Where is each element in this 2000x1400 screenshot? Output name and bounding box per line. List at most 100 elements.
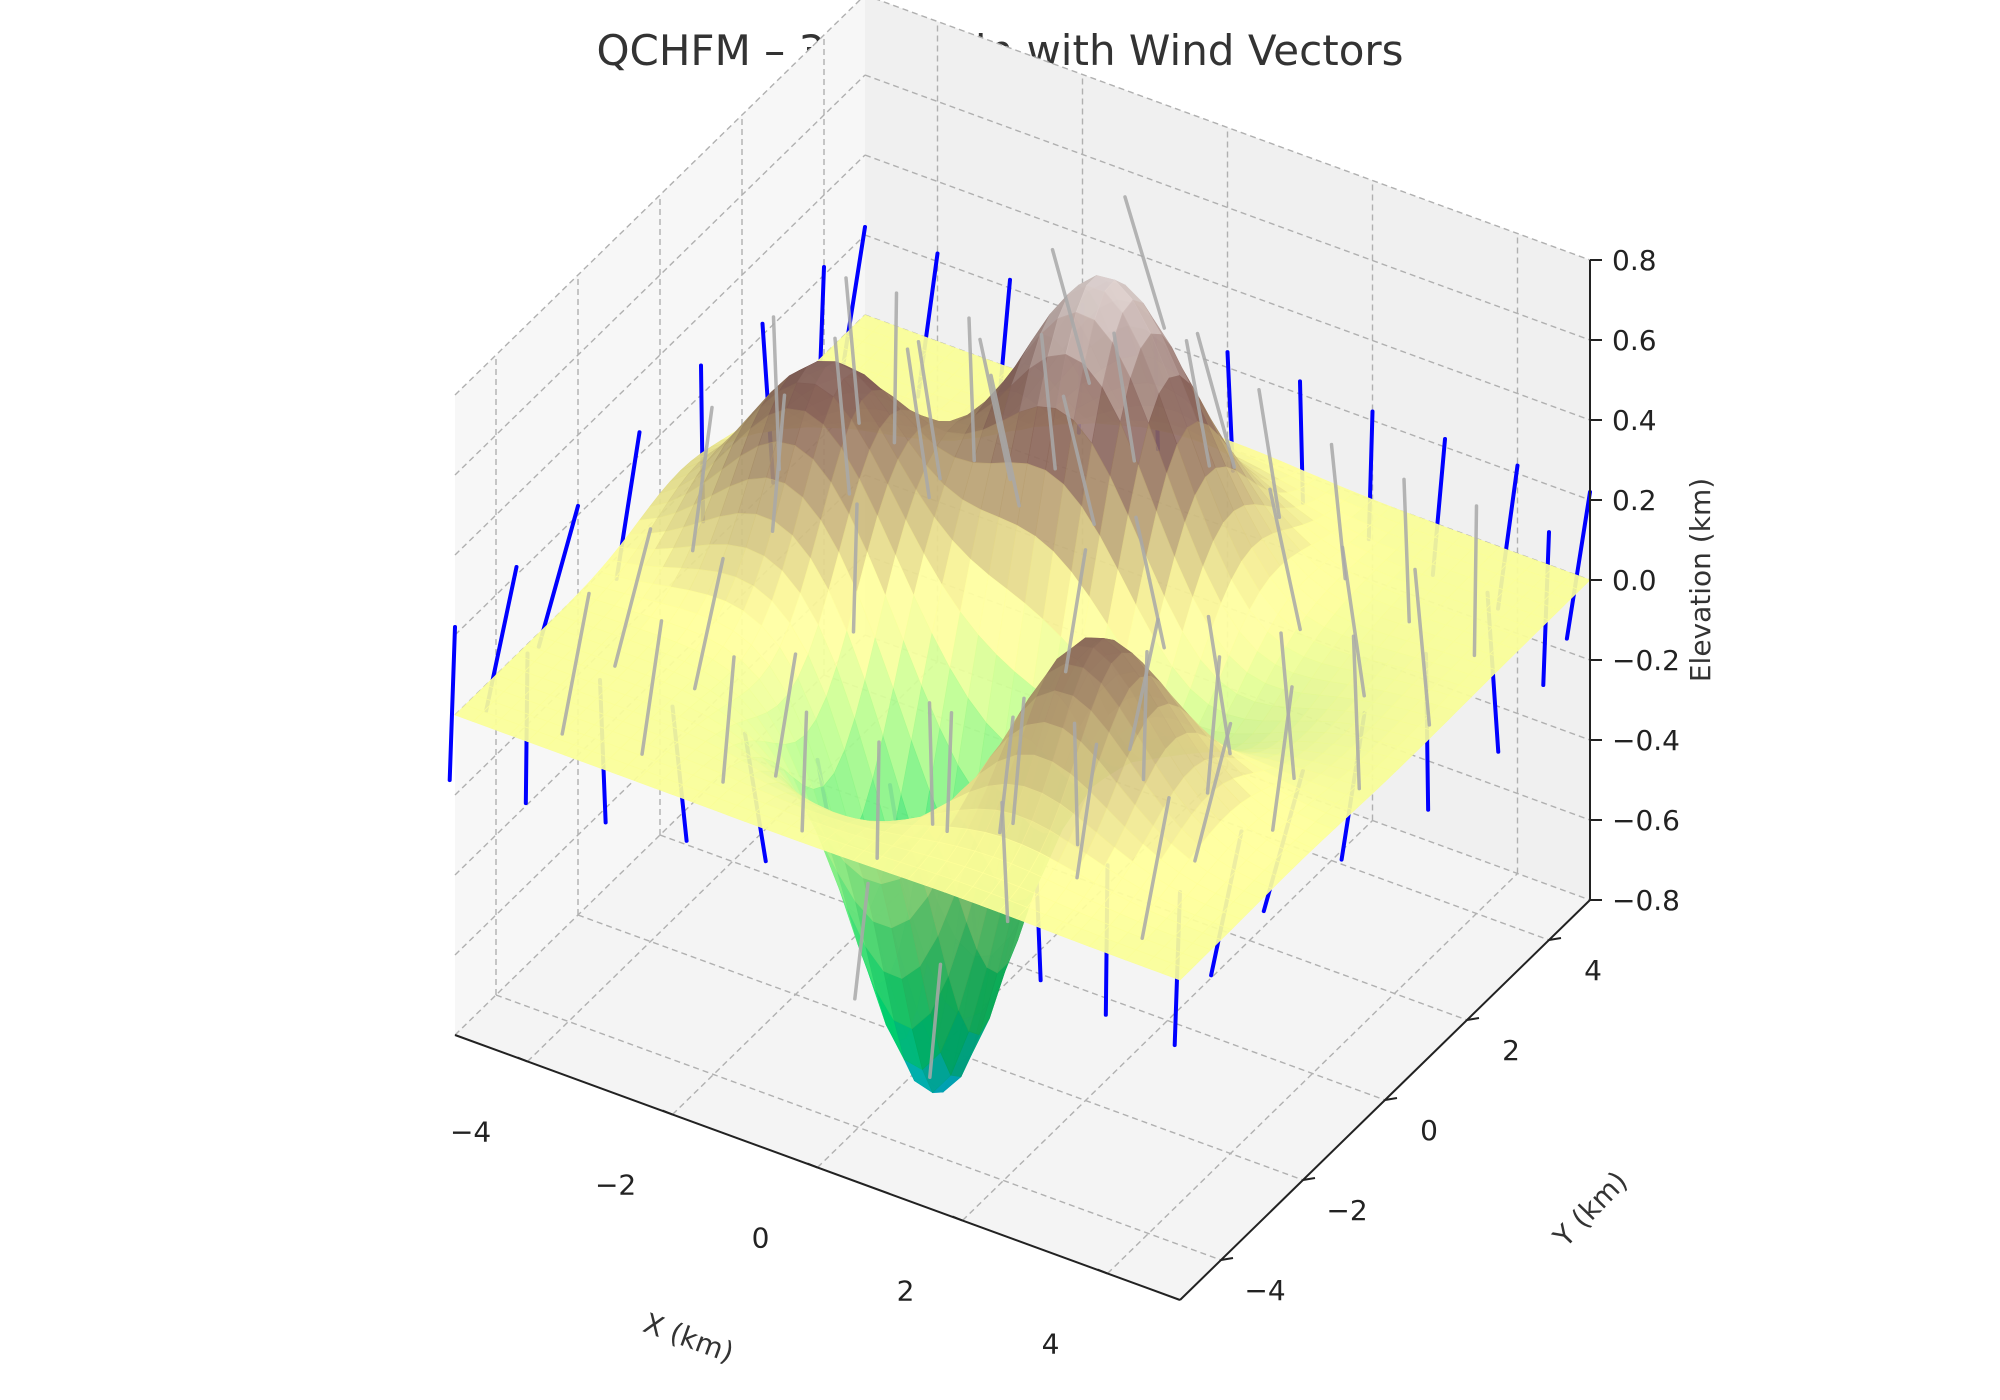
- y-tick-label: 2: [1502, 1034, 1520, 1067]
- wind-vector: [560, 591, 591, 736]
- grid-floor-x: [817, 766, 1228, 1169]
- wind-vector: [613, 527, 653, 668]
- grid-left-z: [454, 234, 866, 636]
- wind-vector: [1279, 631, 1296, 781]
- wind-vector: [1257, 387, 1282, 520]
- wind-vector: [800, 710, 809, 833]
- wind-vector: [1351, 634, 1362, 791]
- grid-floor-x: [962, 819, 1373, 1222]
- wind-vector: [1063, 548, 1088, 674]
- x-tick-mark: [807, 1162, 818, 1169]
- grid-back-z: [864, 154, 1591, 421]
- z-tick-label: 0.6: [1612, 324, 1657, 357]
- x-tick-label: −4: [450, 1116, 491, 1149]
- z-tick-label: 0.2: [1612, 484, 1657, 517]
- x-tick-mark: [517, 1056, 528, 1063]
- wind-vector: [692, 556, 725, 691]
- surface-facet: [1161, 962, 1191, 981]
- wind-vector: [770, 393, 787, 533]
- wind-vector: [1195, 331, 1237, 469]
- wind-vector: [967, 316, 976, 463]
- grid-back-z: [876, 0, 1591, 261]
- wind-vector: [1472, 504, 1479, 658]
- y-tick-label: −2: [1326, 1194, 1367, 1227]
- wind-vector: [833, 336, 852, 496]
- x-tick-mark: [1097, 1268, 1108, 1275]
- grid-left-z: [454, 554, 866, 956]
- grid-left-z: [454, 154, 866, 556]
- y-axis-label: Y (km): [1546, 1165, 1634, 1254]
- wind-vector: [1072, 721, 1080, 847]
- z-axis-label: Elevation (km): [1684, 478, 1717, 682]
- grid-back-z: [864, 74, 1591, 341]
- wind-vector: [1000, 800, 1010, 924]
- x-tick-label: −2: [595, 1169, 636, 1202]
- wind-vector: [1184, 339, 1212, 468]
- y-tick-mark: [1384, 1097, 1398, 1101]
- x-tick-label: 2: [897, 1275, 915, 1308]
- wind-vector: [721, 655, 736, 784]
- wind-vector: [916, 339, 942, 481]
- x-tick-mark: [952, 1215, 963, 1222]
- wind-vector: [1140, 796, 1171, 940]
- wind-vector: [1061, 394, 1096, 526]
- wind-vector: [1413, 567, 1432, 727]
- x-tick-label: 4: [1042, 1328, 1060, 1361]
- z-tick-label: 0.0: [1612, 564, 1657, 597]
- wind-vector: [1193, 721, 1233, 863]
- wind-vector: [853, 881, 870, 1001]
- grid-floor-x: [672, 713, 1083, 1116]
- wind-vector: [1127, 617, 1160, 752]
- grid-floor-y: [495, 994, 1222, 1261]
- grid-left-z: [454, 74, 866, 476]
- z-tick-label: −0.8: [1612, 884, 1680, 917]
- x-tick-mark: [662, 1109, 673, 1116]
- wind-vector: [640, 619, 664, 756]
- wind-vector: [447, 625, 457, 783]
- z-tick-label: 0.8: [1612, 244, 1657, 277]
- wind-vector: [1011, 696, 1026, 826]
- wind-vector: [927, 701, 935, 826]
- wind-vector: [1206, 614, 1232, 756]
- wind-vector: [773, 652, 798, 778]
- tick-labels: −4 −2 0 2 4 −4 −2 0 2 4 −0.8 −0.6 −0.4 −0.2 0.0 0.2 0.4 0…: [450, 244, 1680, 1361]
- wind-vector: [1270, 685, 1294, 832]
- z-tick-label: −0.4: [1612, 724, 1680, 757]
- wind-vector: [1075, 742, 1099, 880]
- wind-vector: [1112, 331, 1137, 463]
- wind-vector: [1564, 490, 1592, 641]
- z-tick-label: 0.4: [1612, 404, 1657, 437]
- wind-vector: [1268, 487, 1302, 632]
- x-axis-label: X (km): [639, 1306, 738, 1369]
- wind-vector: [536, 503, 580, 649]
- wind-vector: [1123, 195, 1167, 330]
- z-tick-label: −0.2: [1612, 644, 1680, 677]
- wind-vector: [1340, 545, 1366, 698]
- grid-floor-x: [527, 660, 938, 1063]
- x-tick-label: 0: [752, 1222, 770, 1255]
- y-tick-mark: [1220, 1257, 1234, 1261]
- wind-vector: [1205, 655, 1222, 795]
- y-tick-mark: [1302, 1177, 1316, 1181]
- grid-left-z: [454, 0, 861, 396]
- grid-left-z: [454, 474, 866, 876]
- z-tick-label: −0.6: [1612, 804, 1680, 837]
- wind-vector: [1050, 247, 1092, 385]
- y-tick-label: −4: [1244, 1274, 1285, 1307]
- wind-vector: [771, 315, 782, 472]
- y-tick-label: 0: [1420, 1114, 1438, 1147]
- wind-vector: [945, 710, 954, 834]
- wind-vector: [989, 373, 1021, 508]
- grid-floor-x: [1107, 872, 1518, 1275]
- wind-vector: [998, 715, 1015, 835]
- wind-vector: [892, 291, 899, 445]
- wind-vector: [875, 740, 881, 860]
- wind-vector: [978, 337, 1012, 482]
- grid-left-z: [454, 634, 866, 1036]
- wind-vector: [905, 347, 931, 500]
- wind-vector: [1134, 515, 1166, 650]
- wind-vectors-above: [560, 195, 1479, 1079]
- y-tick-label: 4: [1584, 954, 1602, 987]
